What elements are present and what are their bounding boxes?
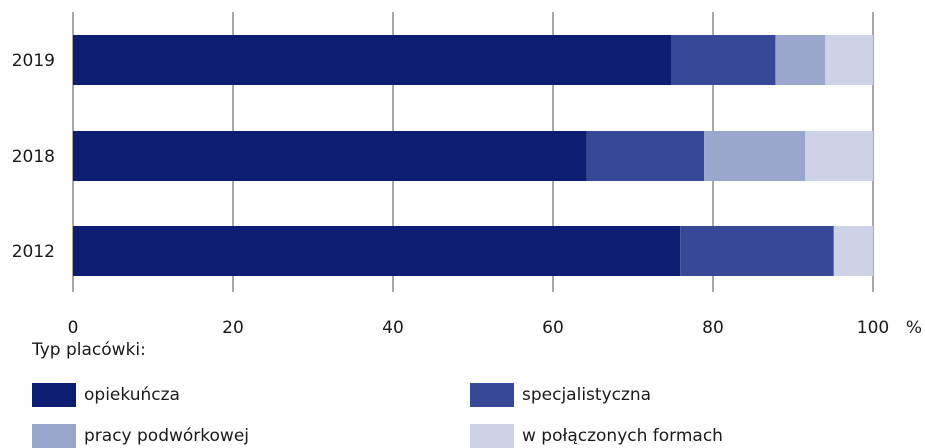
bar-2018-series-2	[704, 131, 805, 181]
x-tick-label-100: 100	[857, 318, 889, 335]
x-axis-unit: %	[906, 318, 922, 335]
legend-swatch	[32, 383, 76, 407]
legend-label: w połączonych formach	[522, 426, 723, 446]
x-tick-label-60: 60	[542, 318, 564, 335]
legend-label: opiekuńcza	[84, 385, 180, 405]
legend-item-3: w połączonych formach	[470, 424, 723, 448]
bar-2018-series-3	[805, 131, 873, 181]
bar-2019-series-2	[775, 35, 825, 85]
chart-x-tick-labels: 0 20 40 60 80 100	[68, 318, 890, 335]
legend-item-0: opiekuńcza	[32, 383, 180, 407]
legend-swatch	[470, 424, 514, 448]
bar-2019-series-0	[73, 35, 672, 85]
x-tick-label-0: 0	[68, 318, 79, 335]
bar-2012-series-0	[73, 226, 681, 276]
legend-item-2: pracy podwórkowej	[32, 424, 249, 448]
x-tick-label-20: 20	[222, 318, 244, 335]
bar-2012-series-1	[680, 226, 834, 276]
chart-category-labels: 2019 2018 2012	[12, 51, 55, 262]
bar-2018-series-1	[586, 131, 705, 181]
bar-2012-series-3	[833, 226, 873, 276]
chart-bars	[73, 35, 873, 276]
legend-label: pracy podwórkowej	[84, 426, 250, 446]
legend-swatch	[32, 424, 76, 448]
bar-2019-series-3	[825, 35, 873, 85]
legend-title: Typ placówki:	[32, 340, 146, 360]
legend-item-1: specjalistyczna	[470, 383, 651, 407]
bar-2018-series-0	[73, 131, 587, 181]
bar-2019-series-1	[671, 35, 776, 85]
category-label-2018: 2018	[12, 147, 55, 167]
category-label-2012: 2012	[12, 242, 55, 262]
stacked-bar-chart: 2019 2018 2012 0 20 40 60 80 100 %	[12, 12, 922, 335]
legend-label: specjalistyczna	[522, 385, 652, 405]
x-tick-label-40: 40	[382, 318, 404, 335]
x-tick-label-80: 80	[702, 318, 724, 335]
legend-swatch	[470, 383, 514, 407]
category-label-2019: 2019	[12, 51, 55, 71]
